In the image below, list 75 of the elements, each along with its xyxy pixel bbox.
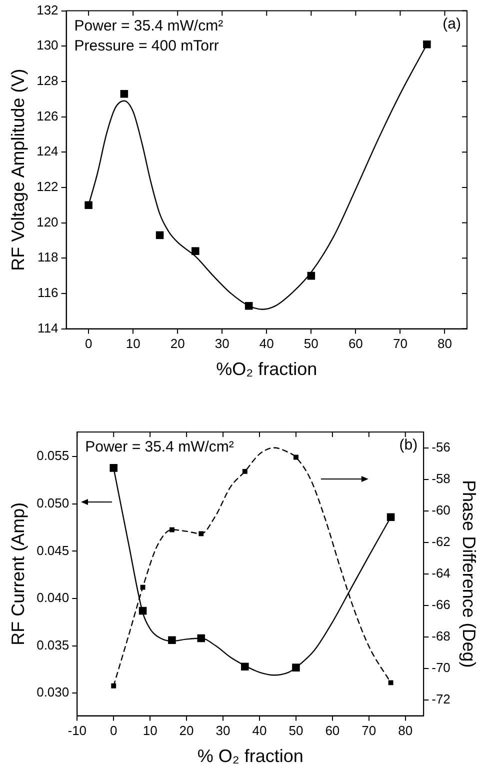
point	[138, 606, 147, 615]
y-tick-label: 114	[38, 320, 58, 336]
point	[307, 272, 316, 280]
x-tick-label: 40	[252, 723, 267, 738]
y2-tick-label: -70	[432, 660, 450, 676]
point	[198, 531, 204, 536]
y2-tick-label: -64	[432, 565, 450, 580]
y-axis-title: RF Voltage Amplitude (V)	[8, 68, 28, 271]
x-tick-label: 70	[362, 723, 376, 738]
point	[140, 584, 146, 590]
x-tick-label: 30	[214, 336, 230, 352]
y-axis-title: RF Current (Amp)	[8, 502, 28, 646]
y-tick-label: 124	[36, 144, 58, 159]
y2-tick-label: -72	[432, 692, 450, 707]
point	[156, 231, 164, 240]
y2-tick-label: -60	[432, 502, 450, 518]
x-tick-label: 80	[438, 336, 452, 352]
x-tick-label: 10	[126, 336, 140, 352]
x-tick-label: 20	[170, 336, 185, 352]
point	[386, 513, 395, 522]
x-tick-label: 40	[259, 336, 274, 352]
y-tick-label: 118	[38, 250, 58, 265]
y2-tick-label: -66	[432, 597, 450, 612]
annotation: Power = 35.4 mW/cm²	[74, 17, 224, 34]
point	[292, 664, 300, 672]
x-axis-title: %O₂ fraction	[216, 359, 318, 380]
y-tick-label: 0.045	[36, 542, 70, 558]
point	[84, 201, 92, 210]
point	[244, 302, 253, 310]
x-tick-label: 0	[110, 723, 118, 738]
y2-tick-label: -56	[432, 439, 450, 454]
point	[168, 636, 176, 644]
y-tick-label: 128	[36, 73, 58, 88]
y2-axis-title: Phase Difference (Deg)	[459, 480, 480, 668]
annotation: Power = 35.4 mW/cm²	[85, 438, 234, 456]
y-tick-label: 0.055	[36, 448, 70, 464]
x-tick-label: 50	[304, 336, 318, 352]
x-tick-label: 30	[216, 723, 230, 738]
y-tick-label: 0.030	[36, 684, 70, 700]
y-tick-label: 122	[36, 179, 58, 194]
x-tick-label: 10	[142, 723, 158, 738]
x-tick-label: 70	[392, 336, 408, 352]
y-tick-label: 0.035	[36, 637, 70, 652]
y2-tick-label: -58	[432, 470, 450, 486]
y-tick-label: 120	[36, 214, 58, 230]
x-tick-label: -10	[68, 723, 87, 738]
y2-tick-label: -62	[432, 534, 450, 549]
point	[423, 40, 431, 48]
x-axis-title: % O₂ fraction	[197, 746, 304, 766]
y-tick-label: 0.040	[36, 590, 70, 606]
point	[241, 662, 249, 670]
point	[120, 90, 128, 98]
point	[169, 527, 174, 532]
point	[197, 634, 206, 642]
point	[242, 468, 248, 474]
x-tick-label: 60	[325, 723, 340, 738]
point	[111, 683, 116, 688]
x-tick-label: 50	[288, 723, 304, 738]
x-tick-label: 20	[179, 723, 194, 738]
x-tick-label: 0	[84, 336, 92, 352]
y-tick-label: 130	[36, 38, 58, 53]
x-tick-label: 80	[398, 723, 413, 738]
y2-tick-label: -68	[432, 628, 450, 644]
point	[388, 680, 394, 686]
y-tick-label: 126	[36, 108, 58, 124]
x-tick-label: 60	[348, 336, 363, 352]
point	[293, 454, 298, 460]
annotation: Pressure = 400 mTorr	[74, 37, 219, 54]
y-tick-label: 0.050	[36, 495, 70, 510]
point	[110, 464, 118, 472]
point	[192, 247, 200, 255]
y-tick-label: 116	[38, 285, 58, 300]
annotation: (b)	[399, 436, 418, 454]
y-tick-label: 132	[36, 2, 58, 18]
annotation: (a)	[442, 15, 461, 32]
